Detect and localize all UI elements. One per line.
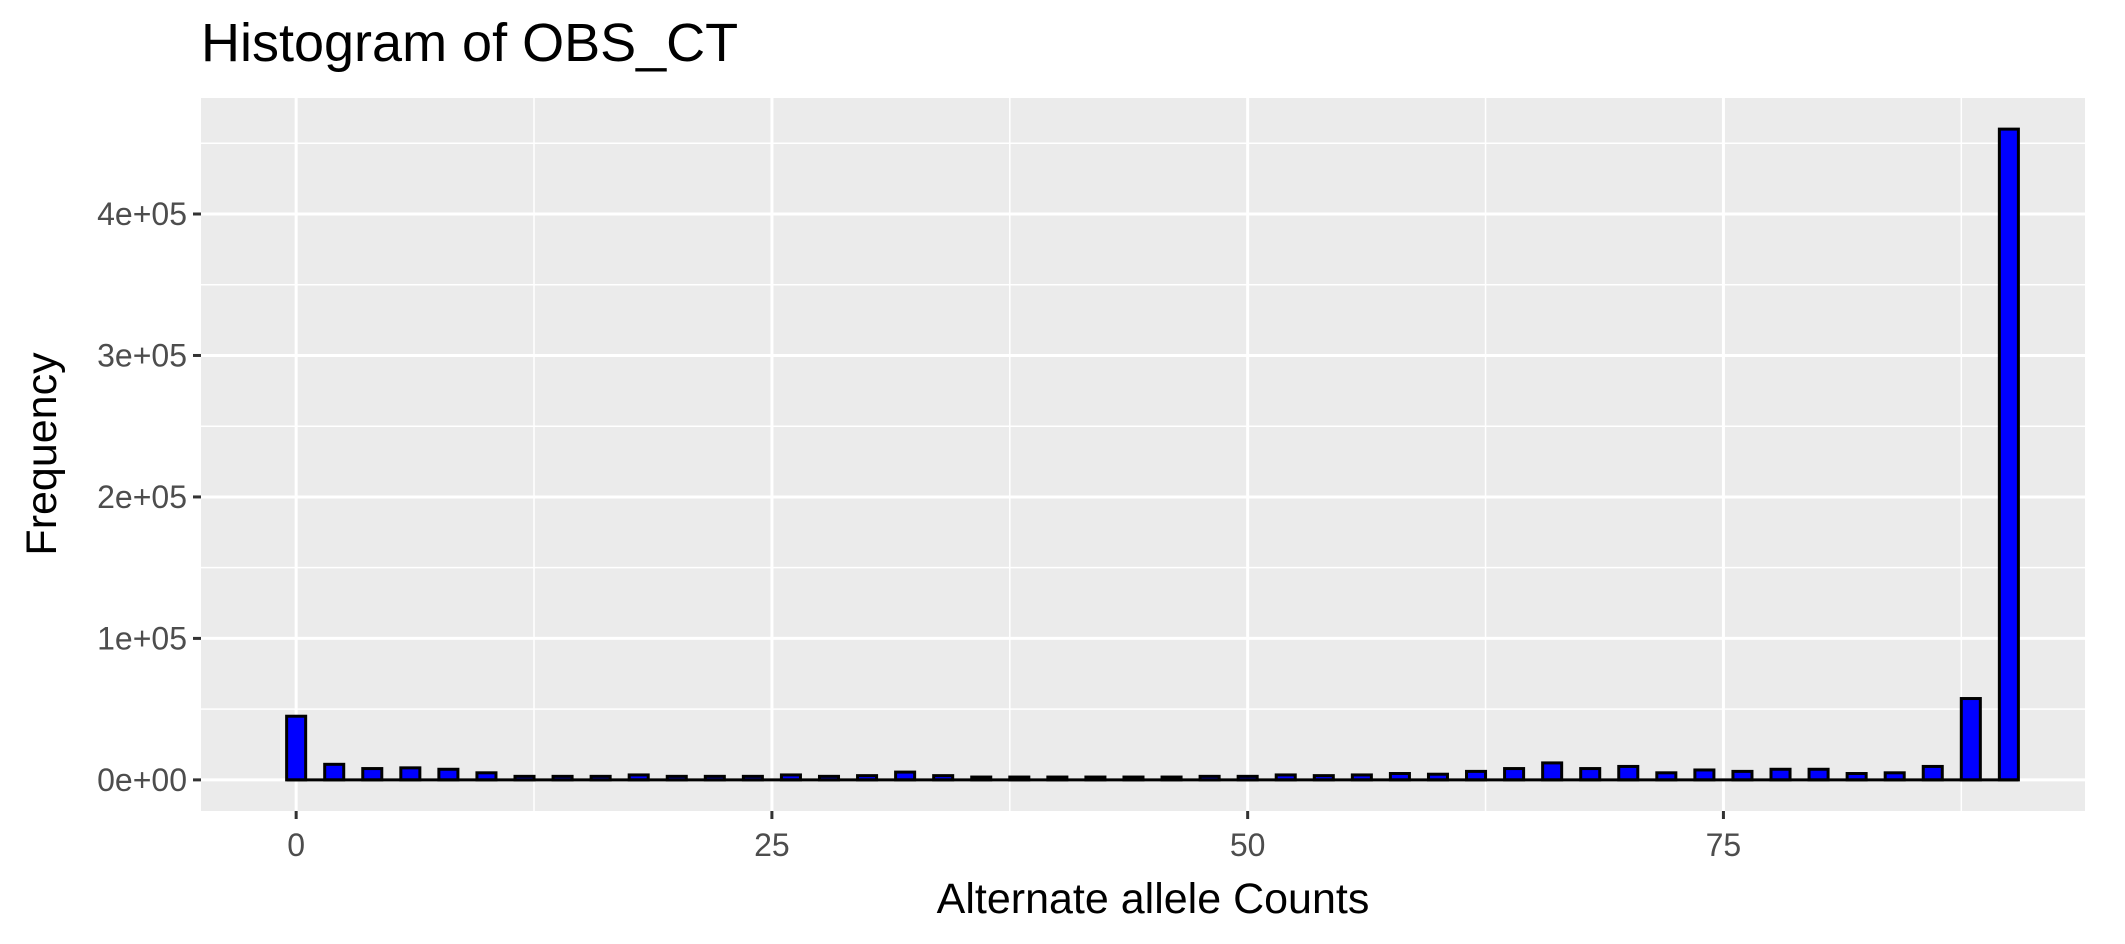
histogram-bar: [399, 766, 422, 782]
plot-panel: [201, 98, 2085, 811]
histogram-bars: [285, 127, 2020, 782]
y-tick-label: 4e+05: [97, 196, 187, 232]
x-tick-label: 0: [287, 827, 305, 863]
histogram-bar: [1541, 761, 1564, 782]
y-tick-label: 2e+05: [97, 479, 187, 515]
histogram-bar: [1807, 767, 1830, 782]
histogram-bar: [437, 767, 460, 782]
histogram-bar: [1617, 764, 1640, 782]
y-axis-title: Frequency: [18, 352, 66, 556]
x-tick-label: 25: [754, 827, 790, 863]
histogram-bar: [1769, 767, 1792, 782]
histogram-bar: [323, 762, 346, 782]
histogram-bar: [1579, 767, 1602, 782]
x-tick-label: 50: [1230, 827, 1266, 863]
x-axis: 0 25 50 75: [287, 811, 1741, 863]
y-tick-label: 3e+05: [97, 337, 187, 373]
histogram-bar: [1921, 764, 1944, 782]
y-tick-label: 1e+05: [97, 620, 187, 656]
histogram-bar: [285, 714, 308, 782]
y-axis: 0e+00 1e+05 2e+05 3e+05 4e+05: [97, 196, 201, 798]
y-tick-label: 0e+00: [97, 762, 187, 798]
histogram-bar: [1959, 697, 1982, 782]
histogram-bar: [1997, 127, 2020, 782]
histogram-bar: [361, 767, 384, 782]
x-axis-title: Alternate allele Counts: [937, 875, 1370, 923]
histogram-bar: [1503, 767, 1526, 782]
minor-gridlines: [201, 98, 2085, 811]
chart-title: Histogram of OBS_CT: [201, 13, 738, 73]
x-tick-label: 75: [1706, 827, 1742, 863]
